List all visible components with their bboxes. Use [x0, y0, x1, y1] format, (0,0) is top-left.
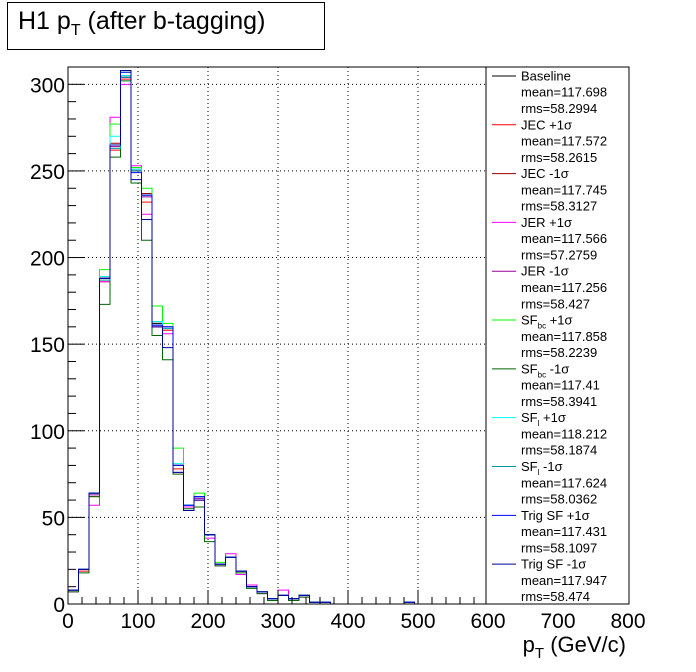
x-tick-label: 600 [470, 610, 505, 633]
legend-entry-name: Trig SF -1σ [521, 557, 586, 572]
legend-entry-stat: mean=117.858 [521, 329, 607, 344]
legend-entry-stat: rms=58.2239 [521, 345, 597, 360]
legend-entry-name: Trig SF +1σ [521, 508, 590, 523]
y-tick-label: 50 [42, 507, 65, 530]
legend-entry-name: SFbc +1σ [521, 313, 573, 331]
legend-entry-name: JER +1σ [521, 215, 572, 230]
legend-entry-stat: mean=117.624 [521, 475, 607, 490]
legend-entry-stat: rms=58.0362 [521, 492, 597, 507]
legend-entry-stat: rms=58.2615 [521, 150, 597, 165]
legend-entry-stat: rms=58.3941 [521, 394, 597, 409]
y-tick-label: 250 [30, 161, 65, 184]
y-tick-label: 0 [53, 594, 65, 617]
legend-entry-name: JEC -1σ [521, 166, 569, 181]
x-tick-label: 0 [62, 610, 74, 633]
x-tick-label: 200 [190, 610, 225, 633]
y-tick-label: 300 [30, 74, 65, 97]
legend-entry-stat: mean=117.566 [521, 231, 607, 246]
legend-entry-name: SFl +1σ [521, 410, 566, 428]
chart-title-box: H1 pT (after b-tagging) [7, 2, 325, 50]
legend-entry-stat: mean=117.431 [521, 524, 607, 539]
legend-entry-name: SFl -1σ [521, 459, 563, 477]
legend-entry-stat: rms=58.3127 [521, 199, 597, 214]
legend-entry-name: Baseline [521, 68, 571, 83]
y-tick-label: 150 [30, 334, 65, 357]
legend-entry-stat: mean=117.572 [521, 134, 607, 149]
legend-entry-name: JEC +1σ [521, 117, 572, 132]
legend-entry-name: SFbc -1σ [521, 361, 569, 379]
legend-entry-stat: mean=117.41 [521, 378, 600, 393]
legend-entry-stat: mean=118.212 [521, 426, 607, 441]
y-tick-label: 200 [30, 248, 65, 271]
legend-entry-stat: rms=58.2994 [521, 101, 597, 116]
legend-entry-stat: mean=117.256 [521, 280, 607, 295]
legend-entry-stat: rms=58.1874 [521, 443, 597, 458]
legend-entry-stat: mean=117.745 [521, 182, 607, 197]
legend-entry-stat: rms=58.427 [521, 296, 590, 311]
y-tick-label: 100 [30, 421, 65, 444]
legend-entry-stat: rms=58.1097 [521, 540, 597, 555]
legend-entry-name: JER -1σ [521, 264, 569, 279]
x-tick-label: 500 [400, 610, 435, 633]
x-tick-label: 400 [330, 610, 365, 633]
legend-entry-stat: mean=117.698 [521, 85, 607, 100]
x-tick-label: 700 [540, 610, 575, 633]
x-axis-title: pT (GeV/c) [523, 632, 626, 662]
legend-box [485, 66, 630, 605]
x-tick-label: 100 [120, 610, 155, 633]
x-tick-label: 300 [260, 610, 295, 633]
chart-title: H1 pT (after b-tagging) [18, 7, 266, 39]
legend-entry-stat: rms=58.474 [521, 589, 590, 604]
legend-entry-stat: rms=57.2759 [521, 247, 597, 262]
x-tick-label: 800 [610, 610, 645, 633]
legend-entry-stat: mean=117.947 [521, 573, 607, 588]
